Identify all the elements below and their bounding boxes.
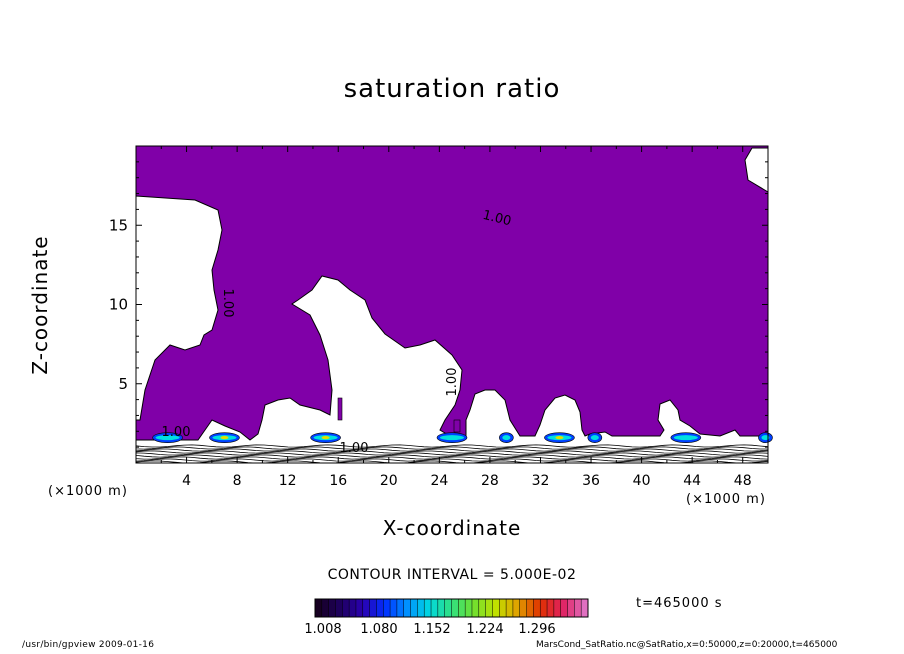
colorbar-segment [513, 599, 520, 617]
colorbar-segment [322, 599, 329, 617]
x-tick-label: 12 [279, 473, 297, 489]
colorbar-segment [540, 599, 547, 617]
colorbar-segment [492, 599, 499, 617]
x-tick-label: 8 [233, 473, 242, 489]
x-tick-label: 28 [481, 473, 499, 489]
colorbar-segment [486, 599, 493, 617]
surface-contour-line [136, 449, 768, 451]
contour-interval-label: CONTOUR INTERVAL = 5.000E-02 [0, 567, 904, 583]
colorbar-segment [404, 599, 411, 617]
colorbar-segment [520, 599, 527, 617]
colorbar-segment [397, 599, 404, 617]
y-tick-label: 10 [109, 296, 128, 314]
footer-program-info: /usr/bin/gpview 2009-01-16 [22, 640, 154, 650]
colorbar-segment [452, 599, 459, 617]
y-axis-label: Z-coordinate [28, 235, 52, 374]
colorbar-segment [383, 599, 390, 617]
colorbar-segment [533, 599, 540, 617]
x-unit-label-right: (×1000 m) [686, 492, 766, 507]
colorbar-segment [370, 599, 377, 617]
colorbar-segment [506, 599, 513, 617]
colorbar-segment [547, 599, 554, 617]
colorbar-segment [568, 599, 575, 617]
contour-label: 1.00 [220, 289, 235, 318]
spot-core [555, 436, 563, 439]
colorbar-segment [424, 599, 431, 617]
colorbar-segment [411, 599, 418, 617]
spot-inner [440, 435, 464, 440]
footer-file-info: MarsCond_SatRatio.nc@SatRatio,x=0:50000,… [536, 640, 837, 650]
colorbar-segment [445, 599, 452, 617]
colorbar-tick-label: 1.008 [304, 622, 341, 637]
spot-inner [674, 435, 698, 440]
colorbar-segment [465, 599, 472, 617]
x-tick-label: 20 [380, 473, 398, 489]
colorbar-segment [335, 599, 342, 617]
x-tick-label: 40 [633, 473, 651, 489]
colorbar-segment [574, 599, 581, 617]
surface-contour-lines [136, 445, 768, 463]
colorbar-segment [329, 599, 336, 617]
saturated-filament [338, 398, 342, 420]
colorbar-tick-label: 1.152 [413, 622, 450, 637]
x-tick-label: 4 [182, 473, 191, 489]
colorbar-tick-label: 1.296 [518, 622, 555, 637]
colorbar-segment [363, 599, 370, 617]
colorbar-tick-label: 1.224 [466, 622, 503, 637]
colorbar-segment [561, 599, 568, 617]
spot-core [322, 436, 330, 439]
colorbar-segment [479, 599, 486, 617]
contour-label: 1.00 [162, 425, 191, 440]
colorbar-segment [417, 599, 424, 617]
spot-inner [502, 435, 510, 440]
x-tick-label: 44 [683, 473, 701, 489]
saturated-filament [454, 420, 460, 432]
contour-label: 1.00 [340, 441, 369, 456]
colorbar-segment [438, 599, 445, 617]
colorbar-segment [499, 599, 506, 617]
x-tick-label: 36 [582, 473, 600, 489]
colorbar-segment [342, 599, 349, 617]
spot-inner [591, 435, 599, 440]
colorbar-segment [527, 599, 534, 617]
colorbar-segment [376, 599, 383, 617]
colorbar-segment [315, 599, 322, 617]
x-tick-label: 24 [430, 473, 448, 489]
colorbar-tick-label: 1.080 [360, 622, 397, 637]
x-tick-label: 48 [734, 473, 752, 489]
colorbar-segment [349, 599, 356, 617]
surface-contour-line [136, 451, 768, 453]
colorbar-segment [458, 599, 465, 617]
x-unit-label-left: (×1000 m) [48, 484, 128, 499]
colorbar-segment [431, 599, 438, 617]
x-axis-label: X-coordinate [0, 516, 904, 540]
colorbar-segment [356, 599, 363, 617]
colorbar-segment [554, 599, 561, 617]
colorbar-segment [390, 599, 397, 617]
colorbar-segment [581, 599, 588, 617]
colorbar [315, 599, 588, 617]
contour-label: 1.00 [445, 368, 460, 397]
time-label: t=465000 s [636, 596, 723, 611]
y-tick-label: 15 [109, 216, 128, 234]
x-tick-label: 16 [329, 473, 347, 489]
x-tick-label: 32 [532, 473, 550, 489]
colorbar-segment [472, 599, 479, 617]
y-tick-label: 5 [118, 375, 128, 393]
spot-core [220, 436, 228, 439]
